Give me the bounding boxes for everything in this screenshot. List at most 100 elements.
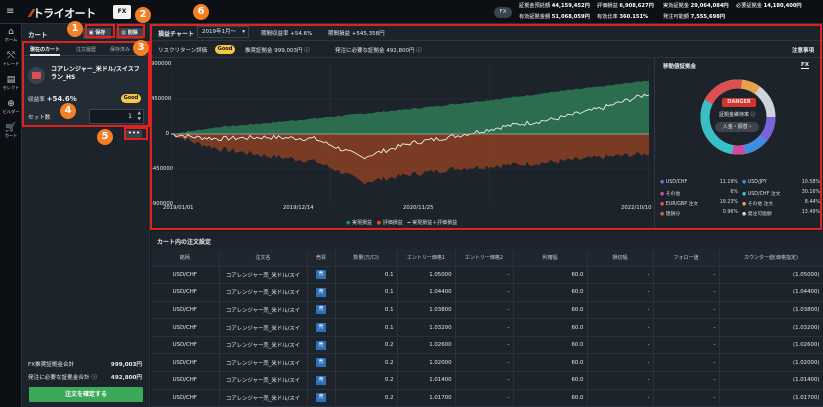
stat-orderable: 発注可能額 7,555,698円 [663,13,725,20]
stat-label: 実効証拠金 [663,3,689,9]
legend-pct: 19.23% [719,200,738,205]
table-cell: - [455,336,514,355]
table-row[interactable]: USD/CHF コアレンジャー売_米ドル/スイ売 0.2 1.02600-60.0- -… [151,336,823,355]
y-tick: 900000 [151,61,172,67]
legend-dot-icon: ● [660,212,665,217]
legend-label: 実現損益 [351,220,372,226]
table-cell: - [587,353,654,373]
period-profit: 期間損益 +545,358円 [328,31,385,37]
select-icon: ▤ [6,75,16,85]
nav-label: セレクト [2,85,20,90]
info-icon[interactable]: ⓘ [304,48,310,54]
period-select[interactable]: 2019年1月～ ▾ [197,26,249,38]
fx-tab[interactable]: FX [113,5,131,19]
stepper-arrows-icon[interactable]: ▲ ▼ [137,111,141,122]
nav-home[interactable]: ⌂ ホーム [0,27,22,43]
table-cell: 60.0 [513,371,588,390]
table-cell: - [653,283,720,302]
column-header: フォロー値 [653,249,720,267]
more-button[interactable]: ••• [126,129,142,139]
info-icon[interactable]: ⓘ [750,112,756,118]
column-header: カウンター値(価格指定) [719,249,823,267]
table-cell: - [587,336,654,355]
y-tick: -900000 [151,201,174,207]
notes-link[interactable]: 注意事項 [792,48,815,54]
table-cell: 1.03800 [397,301,456,320]
info-icon[interactable]: ⓘ [416,48,422,54]
stat-label: 評価損益 [597,3,618,9]
hamburger-icon[interactable]: ≡ [6,6,15,17]
pnl-chart[interactable] [171,64,649,204]
legend-pct: 0.96% [722,210,738,215]
tab-current-cart[interactable]: 現在のカート [30,44,61,56]
table-row[interactable]: USD/CHF コアレンジャー売_米ドル/スイ売 0.1 1.03200-60.0- -… [151,318,823,337]
table-cell: コアレンジャー売_米ドル/スイ [219,353,308,373]
nav-builder[interactable]: ⊕ ビルダー [0,99,22,115]
table-cell: コアレンジャー売_米ドル/スイ [219,318,308,337]
trash-icon: ▥ [121,30,128,36]
info-icon[interactable]: ⓘ [91,375,97,381]
fx-pill[interactable]: FX [494,7,512,18]
table-cell: 0.2 [335,336,398,355]
tab-saved[interactable]: 保存済み [110,47,131,53]
table-cell: 0.2 [335,389,398,407]
table-row[interactable]: USD/CHF コアレンジャー売_米ドル/スイ売 0.2 1.02000-60.0- -… [151,353,823,373]
table-cell: - [455,389,514,407]
margin-ratio-label: 証拠金維持率 ⓘ [719,112,756,118]
tab-order-history[interactable]: 注文履歴 [76,47,97,53]
table-row[interactable]: USD/CHF コアレンジャー売_米ドル/スイ売 0.2 1.01700-60.0- -… [151,389,823,407]
table-cell: 60.0 [513,318,588,337]
series-line-total [171,93,649,160]
logo-text: トライオート [32,7,97,20]
cart-item[interactable]: コアレンジャー_米ドル/スイスフラン_HS 収益率 +54.6% Good セッ… [22,57,150,127]
table-cell: 売 [307,266,336,285]
table-cell: コアレンジャー売_米ドル/スイ [219,301,308,320]
strategy-name: コアレンジャー_米ドル/スイスフラン_HS [51,66,140,81]
table-cell: - [653,318,720,337]
danger-badge: DANGER [722,98,756,107]
table-cell: 1.01400 [397,371,456,390]
top-bar: ≡ ⁄⁄トライオート FX FX 証拠金預託額 44,159,452円 評価損益… [0,0,823,24]
legend-name: その他 [665,192,681,197]
legend-item: ● その他 注文 8.44% [742,200,820,207]
stat-label: 有効証拠金額 [519,14,551,20]
table-cell: - [587,283,654,302]
total-margin-label: FX推奨証拠金合計 [28,362,75,368]
stat-valid-margin: 有効証拠金額 51,068,059円 [519,13,590,20]
nav-select[interactable]: ▤ セレクト [0,75,22,91]
delete-label: 削除 [127,30,138,36]
table-cell: USD/CHF [151,283,220,302]
x-tick: 2020/11/25 [403,205,434,211]
delete-button[interactable]: ▥ 削除 [116,28,143,39]
table-cell: コアレンジャー売_米ドル/スイ [219,336,308,355]
nav-trade[interactable]: ⤲ トレード [0,51,22,67]
set-count-stepper[interactable]: 1 ▲ ▼ [89,109,144,124]
table-row[interactable]: USD/CHF コアレンジャー売_米ドル/スイ売 0.1 1.03800-60.0- -… [151,301,823,320]
cart-title: カート [28,31,48,39]
table-row[interactable]: USD/CHF コアレンジャー売_米ドル/スイ売 0.1 1.05000-60.0- -… [151,266,823,285]
stat-deposit: 証拠金預託額 44,159,452円 [519,2,590,9]
stat-value: 14,180,400円 [763,3,802,9]
table-cell: - [653,389,720,407]
side-title: 移動値証拠金 [663,64,697,70]
app-logo[interactable]: ⁄⁄トライオート [30,5,96,21]
x-tick: 2019/01/01 [163,205,194,211]
stat-effective: 実効証拠金 29,064,084円 [663,2,729,9]
table-cell: - [653,301,720,320]
risk-label: リスクリターン評価 [158,48,208,54]
side-fx-tab[interactable]: FX [801,62,809,69]
table-cell: 1.04400 [397,283,456,302]
nav-label: トレード [2,61,20,66]
deposit-button[interactable]: 入金・振替 › [715,122,759,132]
legend-item: ● EUR/GBP 注文 19.23% [660,200,738,207]
table-row[interactable]: USD/CHF コアレンジャー売_米ドル/スイ売 0.1 1.04400-60.0- -… [151,283,823,302]
table-cell: USD/CHF [151,389,220,407]
column-header: 銘柄 [151,249,220,267]
table-cell: (1.01700) [719,389,823,407]
confirm-order-button[interactable]: 注文を確定する [29,387,143,402]
table-row[interactable]: USD/CHF コアレンジャー売_米ドル/スイ売 0.2 1.01400-60.0- -… [151,371,823,390]
nav-cart[interactable]: 🛒 カート [0,123,22,139]
legend-pct: 6% [730,190,738,195]
save-button[interactable]: ▣ 保存 [83,28,111,39]
table-cell: USD/CHF [151,266,220,285]
